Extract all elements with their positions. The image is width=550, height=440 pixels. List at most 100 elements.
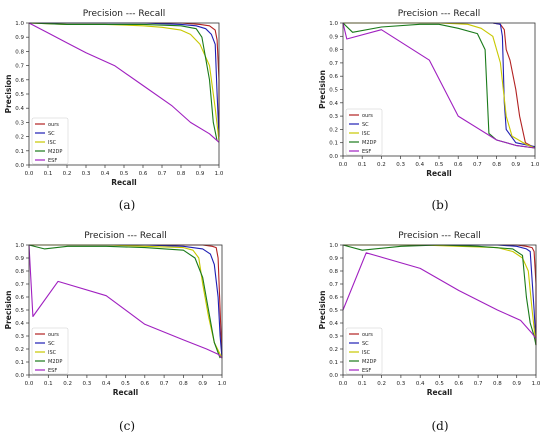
legend-label-m2dp: M2DP [48, 359, 62, 365]
y-tick-label: 0.8 [329, 48, 338, 54]
series-line-m2dp [342, 244, 537, 346]
y-tick-label: 0.5 [329, 308, 338, 314]
x-tick-label: 0.1 [44, 171, 53, 177]
legend-label-isc: ISC [362, 350, 371, 356]
y-tick-label: 0.1 [15, 360, 24, 366]
x-axis-label: Recall [111, 178, 137, 187]
x-tick-label: 0.8 [493, 381, 502, 387]
series-line-esf [28, 22, 220, 143]
x-tick-label: 0.8 [179, 381, 188, 387]
legend-label-sc: SC [362, 341, 369, 347]
chart-panel-1: Precision --- Recall 0.0 0.1 0.2 0.3 0.4 0.5 0.… [4, 9, 224, 212]
y-tick-label: 0.8 [329, 269, 338, 275]
legend-box [31, 117, 69, 165]
y-tick-label: 0.7 [329, 282, 338, 288]
legend-label-esf: ESF [362, 368, 371, 374]
y-tick-label: 0.9 [15, 35, 24, 41]
x-tick-label: 0.0 [25, 381, 34, 387]
x-tick-label: 0.8 [177, 171, 186, 177]
y-axis-label: Precision [4, 291, 13, 330]
x-tick-label: 0.6 [454, 381, 463, 387]
plot-frame [28, 22, 220, 166]
y-tick-label: 0.3 [329, 114, 338, 120]
legend-label-m2dp: M2DP [48, 149, 62, 155]
x-tick-label: 0.3 [397, 381, 406, 387]
x-tick-label: 0.8 [492, 162, 501, 168]
x-tick-label: 0.1 [358, 381, 367, 387]
y-tick-label: 0.4 [329, 101, 338, 107]
x-tick-label: 0.6 [140, 381, 149, 387]
x-tick-label: 0.7 [474, 381, 483, 387]
x-tick-label: 0.9 [198, 381, 207, 387]
y-tick-label: 0.0 [15, 373, 24, 379]
y-tick-label: 0.9 [329, 34, 338, 40]
x-axis-label: Recall [426, 169, 452, 178]
y-tick-label: 0.4 [15, 321, 24, 327]
y-tick-label: 0.5 [15, 308, 24, 314]
y-tick-label: 1.0 [15, 243, 24, 249]
x-tick-label: 0.7 [160, 381, 169, 387]
x-tick-label: 0.0 [339, 381, 348, 387]
y-tick-label: 0.2 [15, 347, 24, 353]
y-tick-label: 0.6 [329, 295, 338, 301]
y-tick-label: 0.1 [329, 141, 338, 147]
chart-title: Precision --- Recall [83, 9, 165, 19]
legend-label-sc: SC [48, 341, 55, 347]
x-tick-label: 0.4 [416, 381, 425, 387]
plot-frame [342, 22, 536, 157]
chart-panel-2: Precision --- Recall 0.0 0.1 0.2 0.3 0.4 0.5 0.… [318, 9, 540, 212]
y-tick-label: 0.6 [15, 78, 24, 84]
y-tick-label: 0.0 [15, 163, 24, 169]
series-line-esf [342, 252, 537, 339]
x-tick-label: 0.9 [512, 381, 521, 387]
legend-label-ours: ours [48, 332, 59, 338]
x-tick-label: 0.6 [139, 171, 148, 177]
x-tick-label: 0.7 [473, 162, 482, 168]
x-tick-label: 0.5 [435, 381, 444, 387]
x-tick-label: 0.7 [158, 171, 167, 177]
chart-panel-3: Precision --- Recall 0.0 0.1 0.2 0.3 0.4 0.5 0.… [4, 231, 227, 433]
y-tick-label: 0.1 [329, 360, 338, 366]
y-tick-label: 0.5 [15, 92, 24, 98]
series-line-m2dp [28, 22, 218, 142]
legend-label-isc: ISC [48, 350, 57, 356]
legend-box [31, 327, 69, 375]
x-tick-label: 0.6 [454, 162, 463, 168]
y-tick-label: 0.4 [329, 321, 338, 327]
x-tick-label: 0.2 [377, 162, 386, 168]
series-line-m2dp [28, 244, 221, 359]
legend-label-sc: SC [48, 131, 55, 137]
y-tick-label: 0.1 [15, 149, 24, 155]
panel-caption: (b) [431, 198, 448, 212]
y-tick-label: 0.3 [329, 334, 338, 340]
y-tick-label: 0.7 [329, 61, 338, 67]
legend-label-m2dp: M2DP [362, 140, 376, 146]
legend-label-esf: ESF [48, 158, 57, 164]
y-tick-label: 0.6 [15, 295, 24, 301]
y-tick-label: 0.2 [329, 127, 338, 133]
x-tick-label: 0.5 [435, 162, 444, 168]
x-tick-label: 0.2 [63, 381, 72, 387]
x-axis-label: Recall [113, 388, 139, 397]
chart-panel-4: Precision --- Recall 0.0 0.1 0.2 0.3 0.4 0.5 0.… [318, 231, 541, 433]
y-tick-label: 1.0 [15, 21, 24, 27]
legend-box [345, 108, 383, 156]
x-tick-label: 0.2 [63, 171, 72, 177]
x-tick-label: 0.1 [358, 162, 367, 168]
x-tick-label: 0.0 [339, 162, 348, 168]
x-tick-label: 0.5 [121, 381, 130, 387]
plot-frame [342, 244, 537, 376]
legend-label-ours: ours [362, 332, 373, 338]
legend-label-isc: ISC [48, 140, 57, 146]
x-tick-label: 0.4 [101, 171, 110, 177]
chart-title: Precision --- Recall [398, 231, 480, 241]
x-tick-label: 0.4 [415, 162, 424, 168]
y-tick-label: 0.3 [15, 334, 24, 340]
y-tick-label: 0.0 [329, 154, 338, 160]
y-tick-label: 0.9 [15, 256, 24, 262]
y-tick-label: 0.8 [15, 269, 24, 275]
y-tick-label: 0.7 [15, 282, 24, 288]
x-tick-label: 0.9 [196, 171, 205, 177]
y-tick-label: 0.8 [15, 49, 24, 55]
